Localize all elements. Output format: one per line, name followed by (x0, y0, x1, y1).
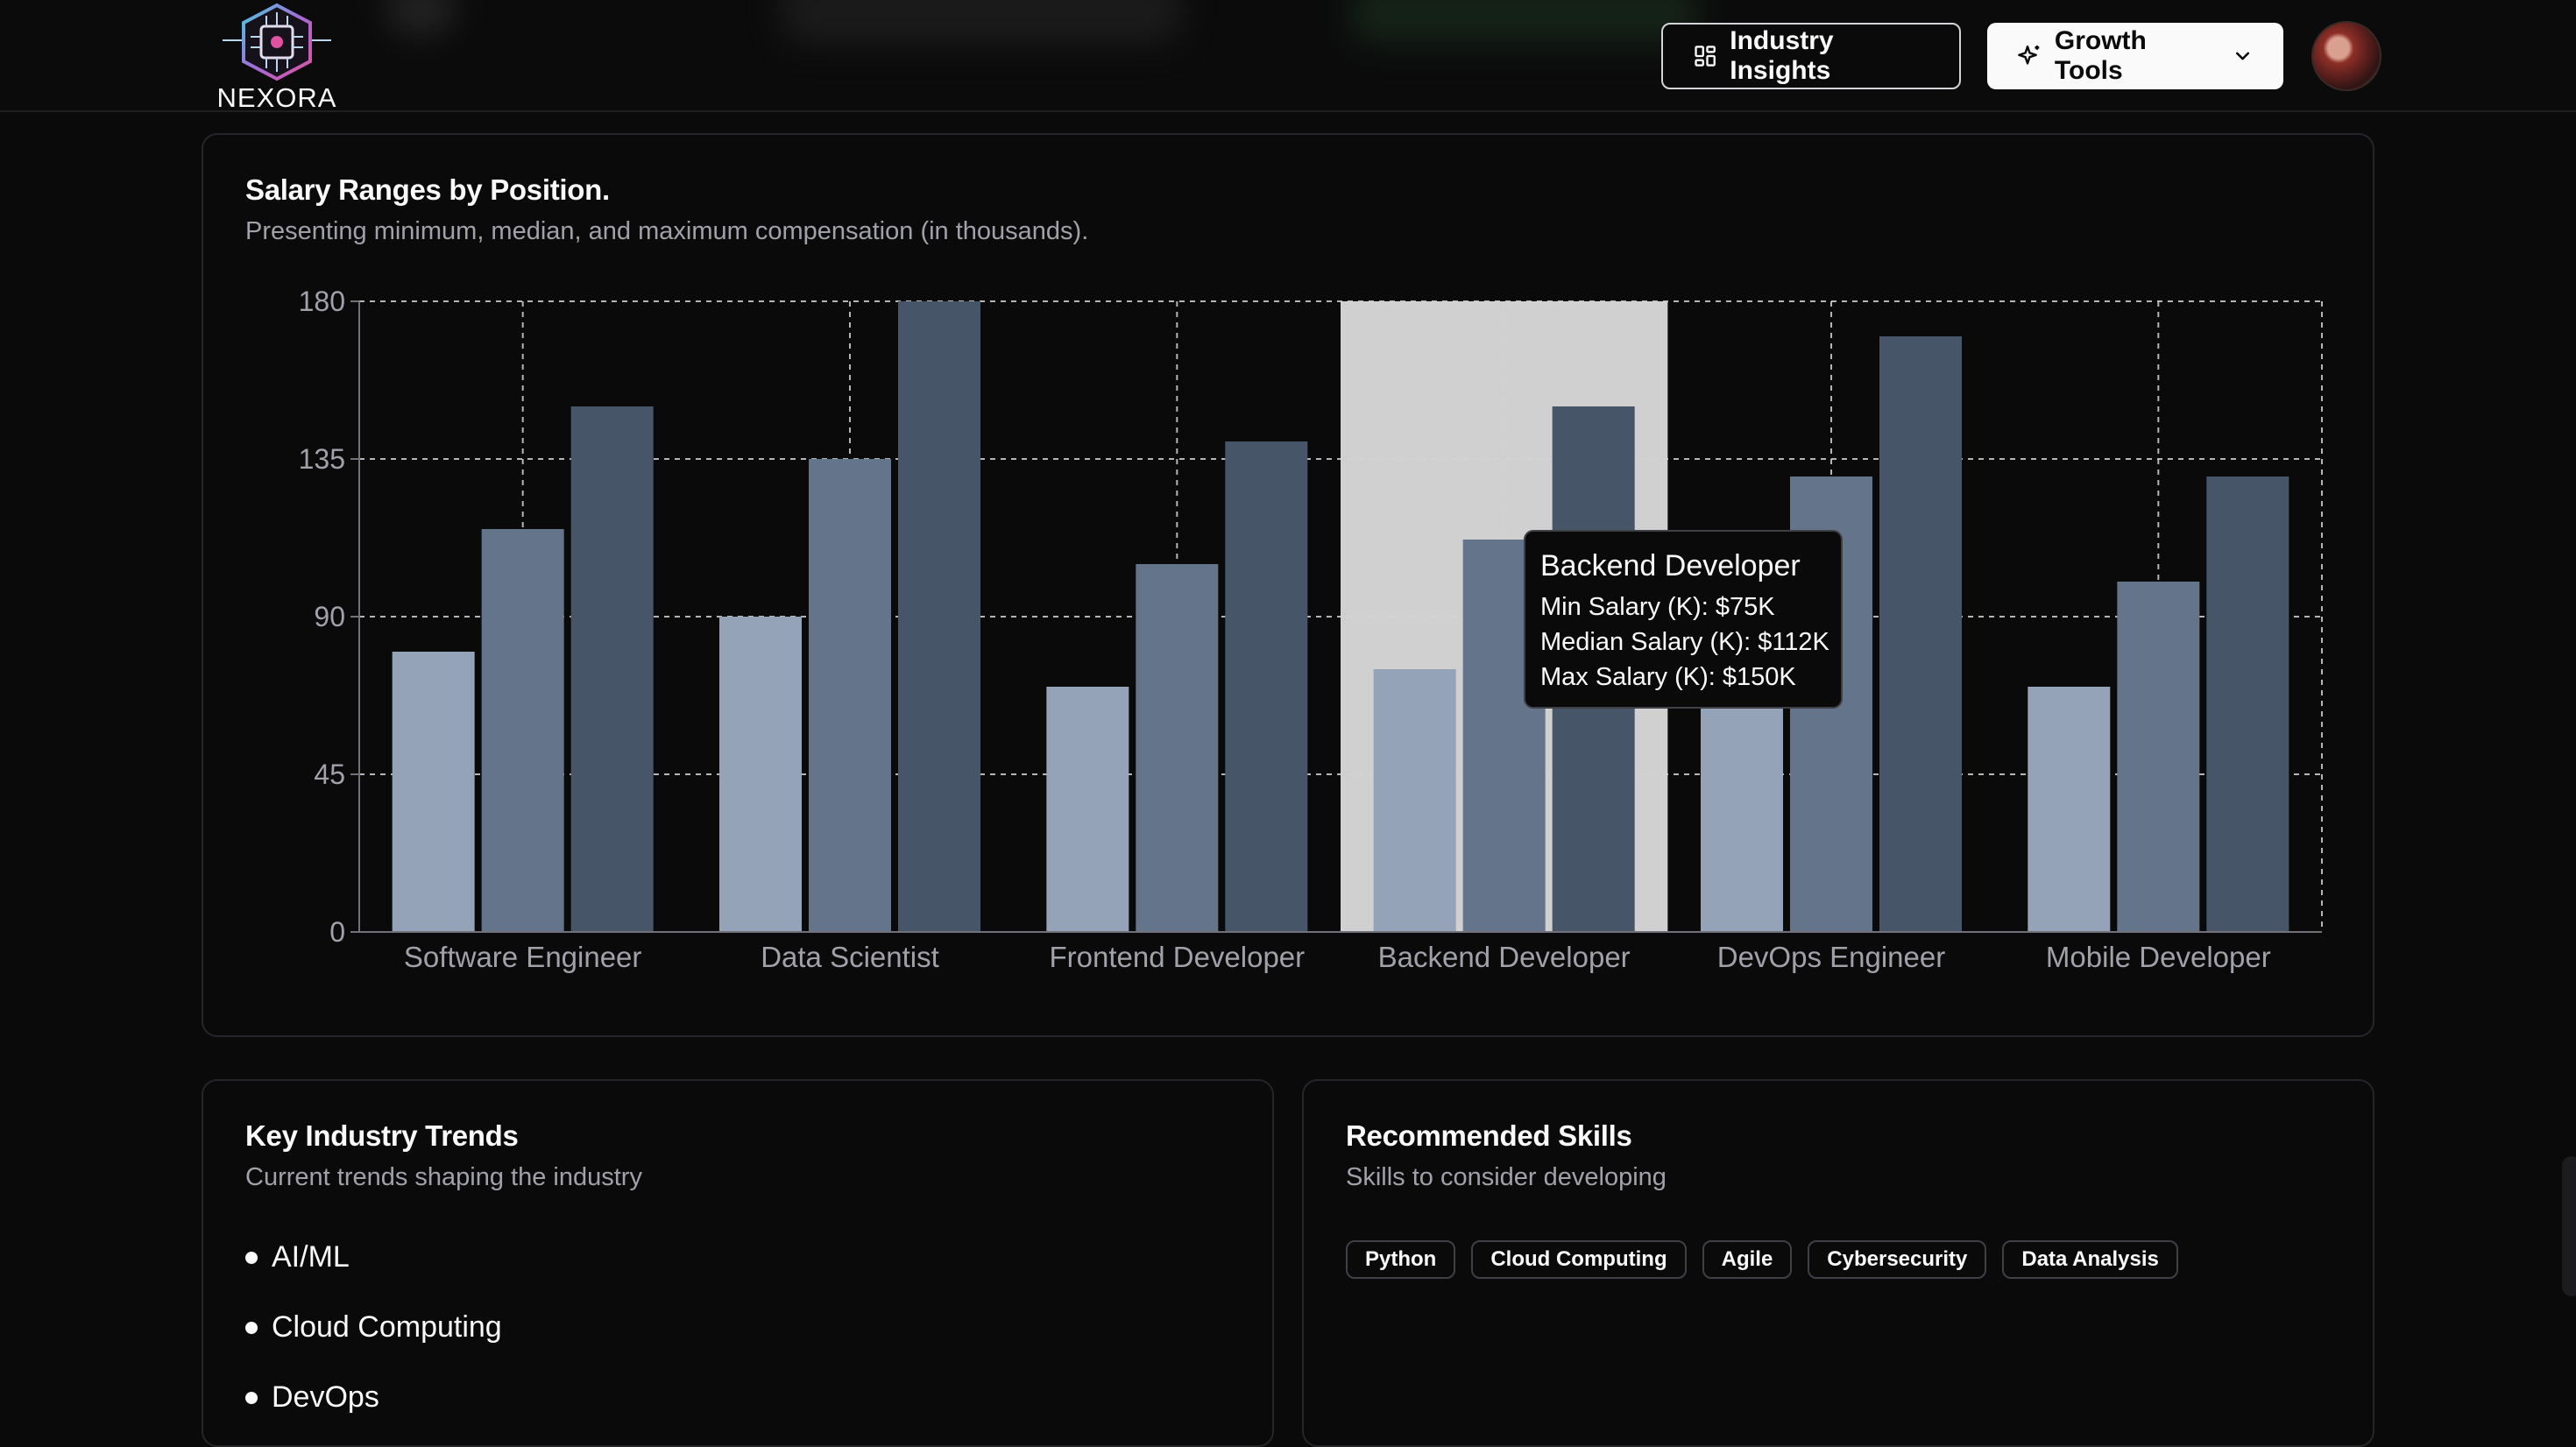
dashboard-icon (1695, 46, 1716, 67)
trend-item: AI/ML (245, 1240, 350, 1274)
x-tick-label: Software Engineer (404, 941, 642, 973)
blurred-background-shape (780, 0, 1183, 44)
bar (898, 301, 980, 932)
tooltip-title: Backend Developer (1540, 549, 1801, 582)
salary-ranges-card: Salary Ranges by Position. Presenting mi… (202, 133, 2374, 1037)
x-tick-label: Mobile Developer (2046, 941, 2271, 973)
sparkles-icon (2018, 45, 2040, 65)
x-tick-label: Frontend Developer (1049, 941, 1305, 973)
bar (570, 406, 654, 932)
top-navbar: NEXORA Industry Insights Growth Tools (0, 0, 2576, 113)
bar (1225, 441, 1308, 932)
skills-card-subtitle: Skills to consider developing (1346, 1163, 1667, 1191)
recommended-skills-card: Recommended Skills Skills to consider de… (1302, 1079, 2374, 1447)
industry-insights-label: Industry Insights (1730, 26, 1834, 85)
salary-card-title: Salary Ranges by Position. (245, 173, 610, 206)
skill-badge: Agile (1702, 1240, 1793, 1279)
bar (1373, 669, 1456, 932)
trend-label: AI/ML (272, 1240, 350, 1274)
bar (809, 459, 891, 932)
salary-card-subtitle: Presenting minimum, median, and maximum … (245, 217, 1089, 245)
bar (2117, 582, 2200, 932)
bar (1879, 336, 1962, 932)
chart-tooltip (1524, 530, 1843, 709)
skill-badge: Data Analysis (2002, 1240, 2178, 1279)
salary-bar-chart[interactable]: 0 45 90 135 180 Software Engineer Data Scienti… (203, 135, 2373, 1035)
growth-tools-dropdown[interactable]: Growth Tools (1987, 23, 2283, 89)
bar (2206, 476, 2289, 932)
tooltip-line: Max Salary (K): $150K (1540, 663, 1796, 691)
nexora-logo[interactable]: NEXORA (210, 2, 343, 113)
trends-card-title: Key Industry Trends (245, 1119, 519, 1152)
skill-badge: Cybersecurity (1808, 1240, 1987, 1279)
chevron-down-icon (2235, 52, 2250, 60)
tooltip-line: Min Salary (K): $75K (1540, 593, 1775, 621)
y-tick-label: 0 (329, 916, 345, 948)
logo-text: NEXORA (216, 82, 337, 113)
trend-label: Cloud Computing (272, 1310, 502, 1344)
trend-label: DevOps (272, 1380, 379, 1414)
trend-item: DevOps (245, 1380, 379, 1415)
user-avatar[interactable] (2311, 21, 2381, 91)
bar (1136, 564, 1219, 932)
x-tick-label: Data Scientist (761, 941, 939, 973)
y-tick-label: 180 (299, 286, 345, 317)
y-tick-label: 135 (299, 443, 345, 475)
blurred-background-shape (1349, 0, 1700, 44)
skills-card-title: Recommended Skills (1346, 1119, 1632, 1152)
industry-insights-button[interactable]: Industry Insights (1661, 23, 1961, 89)
bar (2028, 687, 2111, 932)
skills-badge-list: Python Cloud Computing Agile Cybersecuri… (1346, 1240, 2178, 1279)
x-tick-label: Backend Developer (1378, 941, 1631, 973)
tooltip-line: Median Salary (K): $112K (1540, 628, 1830, 656)
scrollbar-thumb[interactable] (2562, 1156, 2576, 1296)
trend-item: Cloud Computing (245, 1310, 502, 1345)
bar (719, 617, 802, 932)
bar (481, 529, 564, 932)
skill-badge: Python (1346, 1240, 1456, 1279)
bullet-icon (245, 1321, 258, 1334)
bar (1046, 687, 1129, 932)
bullet-icon (245, 1251, 258, 1264)
y-tick-label: 45 (314, 759, 345, 790)
skill-badge: Cloud Computing (1471, 1240, 1687, 1279)
blurred-background-shape (386, 0, 456, 35)
bullet-icon (245, 1391, 258, 1404)
bar (392, 652, 475, 932)
chip-logo-icon (223, 3, 331, 81)
trends-card-subtitle: Current trends shaping the industry (245, 1163, 642, 1191)
y-tick-label: 90 (314, 601, 345, 632)
x-tick-label: DevOps Engineer (1717, 941, 1945, 973)
growth-tools-label: Growth Tools (2054, 26, 2147, 85)
industry-trends-card: Key Industry Trends Current trends shapi… (202, 1079, 1274, 1447)
